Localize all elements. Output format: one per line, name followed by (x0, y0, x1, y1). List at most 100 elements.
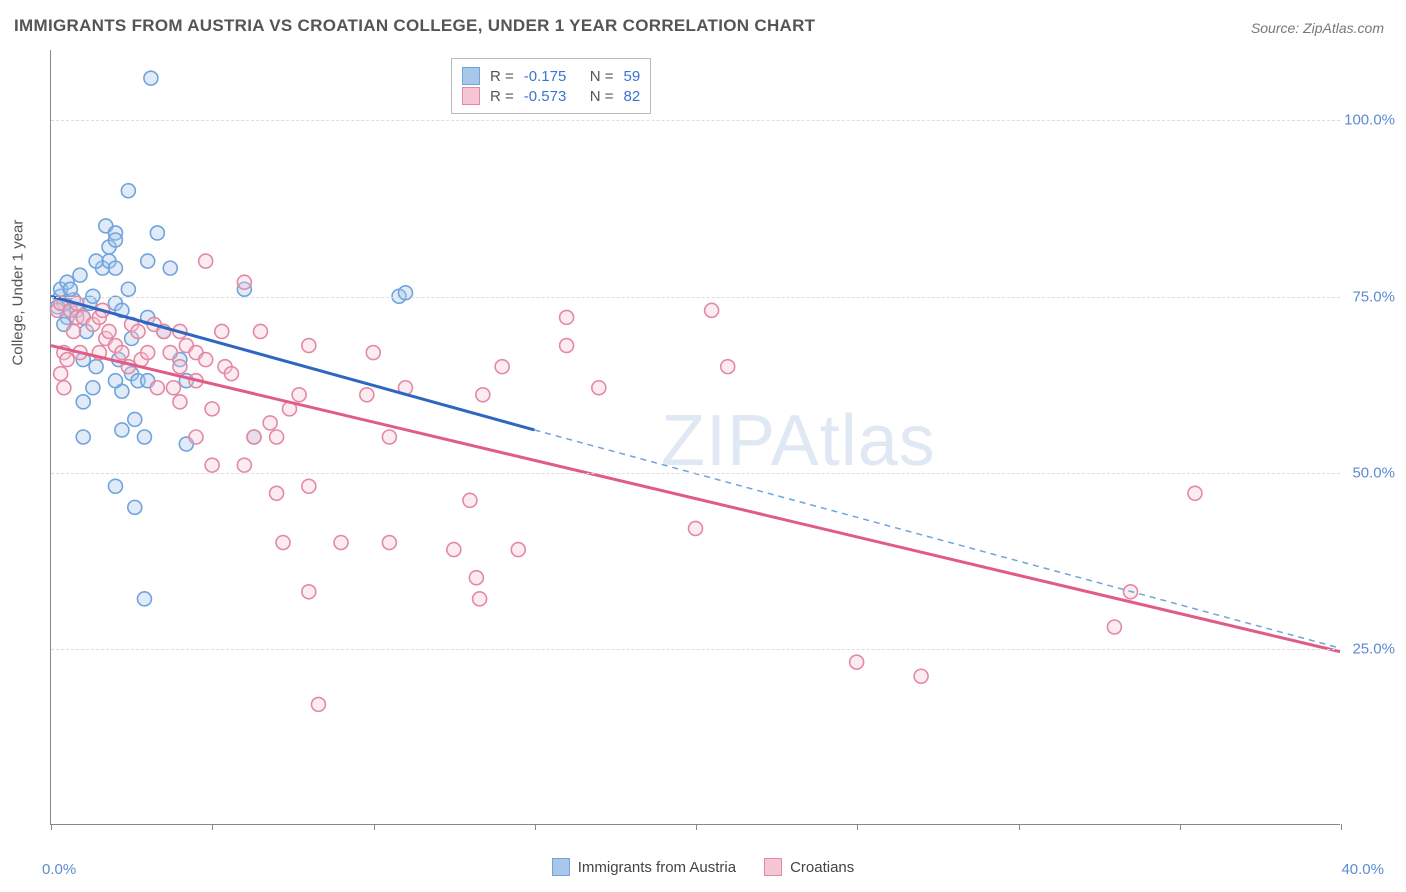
scatter-point (121, 184, 135, 198)
x-tick (857, 824, 858, 830)
scatter-point (1188, 486, 1202, 500)
scatter-point (302, 585, 316, 599)
r-label: R = (490, 68, 514, 85)
scatter-point (302, 339, 316, 353)
plot-area: ZIPAtlas R =-0.175N =59R =-0.573N =82 25… (50, 50, 1340, 825)
scatter-point (60, 353, 74, 367)
trend-line (51, 346, 1340, 652)
scatter-point (137, 592, 151, 606)
scatter-point (173, 395, 187, 409)
scatter-point (237, 458, 251, 472)
scatter-point (476, 388, 490, 402)
scatter-point (560, 339, 574, 353)
grid-line (51, 473, 1340, 474)
scatter-point (189, 430, 203, 444)
scatter-point (163, 346, 177, 360)
scatter-point (163, 261, 177, 275)
scatter-point (128, 412, 142, 426)
x-tick (51, 824, 52, 830)
scatter-point (137, 430, 151, 444)
series-legend: Immigrants from Austria Croatians (0, 858, 1406, 876)
legend-swatch (462, 87, 480, 105)
trend-line-extension (534, 430, 1340, 648)
scatter-point (1107, 620, 1121, 634)
scatter-point (276, 536, 290, 550)
x-tick (1019, 824, 1020, 830)
legend-row: R = -0.175 N = 59 (462, 67, 640, 85)
scatter-point (447, 543, 461, 557)
plot-svg (51, 50, 1340, 824)
scatter-point (108, 374, 122, 388)
scatter-point (131, 324, 145, 338)
scatter-point (54, 367, 68, 381)
scatter-point (592, 381, 606, 395)
y-tick-label: 100.0% (1344, 112, 1395, 129)
scatter-point (334, 536, 348, 550)
scatter-point (73, 268, 87, 282)
scatter-point (76, 430, 90, 444)
legend-swatch (764, 858, 782, 876)
scatter-point (914, 669, 928, 683)
scatter-point (128, 500, 142, 514)
scatter-point (63, 282, 77, 296)
n-value: 82 (624, 88, 641, 105)
scatter-point (705, 303, 719, 317)
n-value: 59 (624, 68, 641, 85)
scatter-point (473, 592, 487, 606)
scatter-point (560, 310, 574, 324)
scatter-point (108, 261, 122, 275)
scatter-point (166, 381, 180, 395)
scatter-point (270, 430, 284, 444)
scatter-point (850, 655, 864, 669)
scatter-point (115, 346, 129, 360)
scatter-point (108, 233, 122, 247)
scatter-point (237, 275, 251, 289)
scatter-point (205, 402, 219, 416)
r-value: -0.175 (524, 68, 580, 85)
scatter-point (270, 486, 284, 500)
legend-label: Croatians (790, 859, 854, 876)
scatter-point (199, 254, 213, 268)
n-label: N = (590, 88, 614, 105)
scatter-point (253, 324, 267, 338)
scatter-point (366, 346, 380, 360)
x-tick (1341, 824, 1342, 830)
legend-swatch (552, 858, 570, 876)
scatter-point (292, 388, 306, 402)
scatter-point (495, 360, 509, 374)
source-label: Source: ZipAtlas.com (1251, 20, 1384, 36)
scatter-point (144, 71, 158, 85)
scatter-point (141, 254, 155, 268)
legend-item: Immigrants from Austria (552, 858, 736, 876)
scatter-point (398, 286, 412, 300)
scatter-point (360, 388, 374, 402)
scatter-point (469, 571, 483, 585)
grid-line (51, 120, 1340, 121)
x-tick-label: 0.0% (42, 861, 76, 878)
grid-line (51, 649, 1340, 650)
n-label: N = (590, 68, 614, 85)
scatter-point (89, 360, 103, 374)
x-tick (374, 824, 375, 830)
legend-row: R =-0.573N =82 (462, 87, 640, 105)
scatter-point (311, 697, 325, 711)
scatter-point (263, 416, 277, 430)
scatter-point (224, 367, 238, 381)
grid-line (51, 297, 1340, 298)
scatter-point (511, 543, 525, 557)
scatter-point (121, 282, 135, 296)
scatter-point (76, 395, 90, 409)
scatter-point (689, 521, 703, 535)
y-tick-label: 75.0% (1352, 288, 1395, 305)
y-axis-label: College, Under 1 year (10, 220, 27, 366)
scatter-point (199, 353, 213, 367)
chart-container: IMMIGRANTS FROM AUSTRIA VS CROATIAN COLL… (0, 0, 1406, 892)
scatter-point (141, 346, 155, 360)
x-tick (212, 824, 213, 830)
scatter-point (67, 324, 81, 338)
x-tick (1180, 824, 1181, 830)
scatter-point (89, 254, 103, 268)
correlation-legend: R =-0.175N =59R =-0.573N =82 (451, 58, 651, 114)
legend-label: Immigrants from Austria (578, 859, 736, 876)
scatter-point (173, 360, 187, 374)
